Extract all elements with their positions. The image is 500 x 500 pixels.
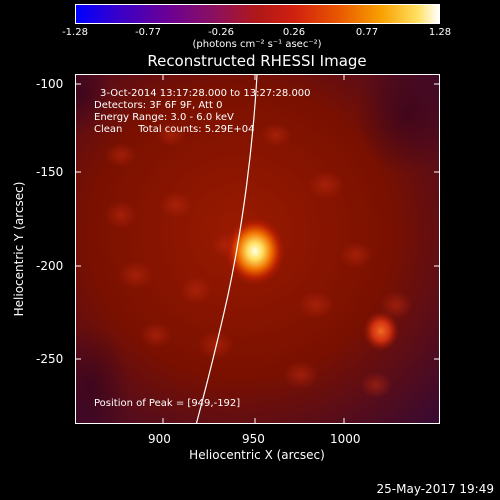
solar-limb <box>195 75 258 423</box>
image-title: Reconstructed RHESSI Image <box>147 52 367 70</box>
y-tick-label: -200 <box>36 259 64 273</box>
y-tick-label: -150 <box>36 165 64 179</box>
plot-area <box>75 74 440 424</box>
x-tick-label: 950 <box>242 432 265 446</box>
colorbar-gradient <box>76 5 439 23</box>
secondary-source <box>363 311 399 351</box>
y-tick-label: -100 <box>36 77 64 91</box>
clean-counts-text: Clean Total counts: 5.29E+04 <box>94 124 255 135</box>
time-range-text: 3-Oct-2014 13:17:28.000 to 13:27:28.000 <box>100 88 311 99</box>
plot-date: 25-May-2017 19:49 <box>376 482 494 496</box>
y-axis-label: Heliocentric Y (arcsec) <box>12 181 26 317</box>
ripple-pattern <box>105 123 412 398</box>
colorbar-tick: -0.26 <box>208 27 234 38</box>
y-tick-label: -250 <box>36 352 64 366</box>
colorbar-unit: (photons cm⁻² s⁻¹ asec⁻²) <box>192 39 322 50</box>
dark-region <box>76 325 131 423</box>
detectors-text: Detectors: 3F 6F 9F, Att 0 <box>94 100 223 111</box>
colorbar <box>75 4 440 24</box>
colorbar-tick: -0.77 <box>135 27 161 38</box>
dark-region <box>76 75 111 135</box>
rhessi-image <box>76 75 439 423</box>
colorbar-tick: 0.77 <box>355 27 379 38</box>
peak-position-text: Position of Peak = [949,-192] <box>94 398 241 409</box>
colorbar-tick: -1.28 <box>62 27 88 38</box>
x-axis-label: Heliocentric X (arcsec) <box>189 448 325 462</box>
colorbar-tick: 0.26 <box>282 27 306 38</box>
energy-range-text: Energy Range: 3.0 - 6.0 keV <box>94 112 234 123</box>
colorbar-tick: 1.28 <box>428 27 452 38</box>
x-tick-label: 900 <box>148 432 171 446</box>
x-tick-label: 1000 <box>330 432 361 446</box>
dark-region <box>356 75 439 175</box>
